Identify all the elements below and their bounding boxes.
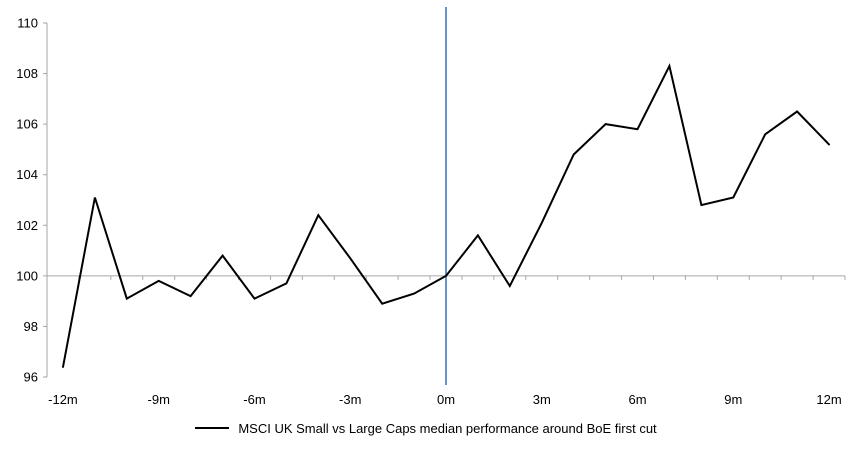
x-tick-label: 12m: [816, 392, 841, 407]
y-tick-label: 108: [16, 66, 38, 81]
x-tick-label: 6m: [628, 392, 646, 407]
y-tick-label: 102: [16, 218, 38, 233]
y-tick-label: 110: [17, 16, 38, 31]
x-tick-label: 0m: [437, 392, 455, 407]
y-tick-label: 96: [24, 370, 38, 385]
y-tick-label: 100: [16, 268, 38, 283]
legend: MSCI UK Small vs Large Caps median perfo…: [0, 412, 852, 444]
x-tick-label: -3m: [339, 392, 361, 407]
x-tick-label: 9m: [724, 392, 742, 407]
chart-canvas: 96 98 100 102 104 106 108 110 -12m -9m -6m -3m 0m 3m 6…: [16, 7, 846, 407]
legend-line-swatch: [195, 427, 230, 429]
x-tick-label: 3m: [533, 392, 551, 407]
y-tick-label: 106: [16, 117, 38, 132]
y-tick-label: 104: [16, 167, 38, 182]
series-line: [62, 63, 830, 368]
x-tick-label: -6m: [243, 392, 265, 407]
x-tick-label: -9m: [148, 392, 170, 407]
y-tick-label: 98: [24, 319, 38, 334]
legend-label: MSCI UK Small vs Large Caps median perfo…: [238, 420, 657, 436]
x-tick-label: -12m: [48, 392, 78, 407]
